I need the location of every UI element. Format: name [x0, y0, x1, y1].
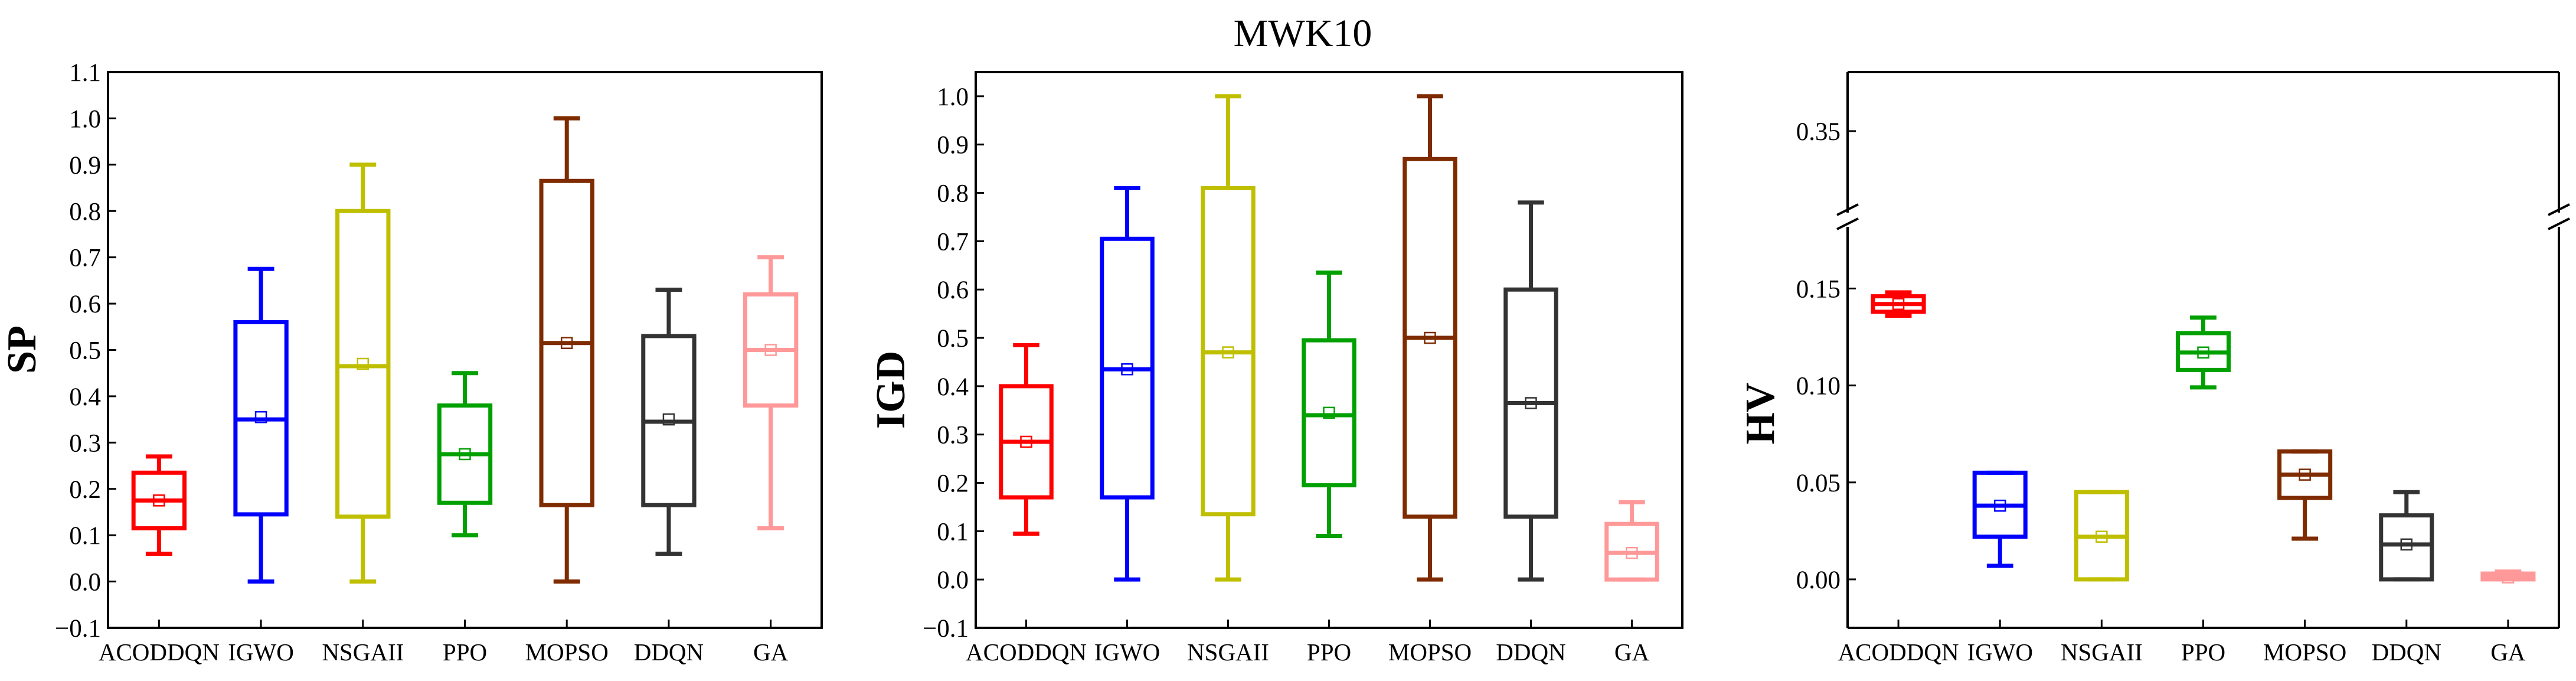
x-tick-label: MOPSO [1388, 638, 1472, 666]
y-tick-label: −0.1 [923, 615, 969, 643]
mean-marker [662, 413, 675, 426]
x-tick-label: MOPSO [2263, 638, 2346, 666]
mean-marker [560, 337, 573, 349]
mean-marker [2400, 538, 2413, 551]
x-tick-label: MOPSO [525, 638, 609, 666]
x-tick-label: NSGAII [1187, 638, 1269, 666]
y-tick-label: 1.0 [69, 105, 101, 133]
x-tick-label: NSGAII [322, 638, 404, 666]
y-tick-label: −0.1 [55, 615, 101, 643]
x-tick-label: NSGAII [2061, 638, 2143, 666]
y-tick-label: 0.00 [1796, 566, 1841, 594]
x-tick-label: IGWO [1094, 638, 1160, 666]
y-tick-label: 0.3 [69, 429, 101, 457]
y-tick-label: 0.8 [937, 180, 969, 208]
x-tick-label: ACODDQN [966, 638, 1087, 666]
y-tick-label: 0.7 [937, 228, 969, 256]
y-tick-label: 0.05 [1796, 470, 1841, 497]
box-ddqn [2379, 513, 2434, 582]
mean-marker [2197, 346, 2209, 359]
y-tick-label: 0.2 [937, 470, 969, 498]
y-tick-label: 0.5 [69, 337, 101, 365]
y-tick-label: 0.10 [1796, 373, 1841, 400]
y-tick-label: 0.4 [69, 383, 101, 411]
mean-marker [2299, 468, 2311, 481]
mean-marker [764, 344, 777, 356]
panel-igd: −0.1 0.0 0.1 0.2 0.3 0.4 0.5 0.6 0.7 0.8 0.9 1.0 IGD… [868, 71, 1683, 666]
mean-marker [357, 357, 370, 370]
y-tick-label: 0.0 [69, 569, 101, 597]
mean-marker [459, 448, 471, 461]
mean-marker [1222, 346, 1234, 359]
x-tick-label: IGWO [228, 638, 294, 666]
y-tick-label: 0.8 [69, 198, 101, 226]
y-tick-label: 0.3 [937, 422, 969, 449]
mean-marker [153, 494, 165, 507]
x-tick-label: GA [2490, 638, 2526, 666]
mean-marker [1424, 331, 1436, 344]
y-tick-label: 0.1 [69, 522, 101, 550]
y-tick-label: 1.1 [69, 59, 101, 87]
axis-break-mark [2548, 217, 2570, 230]
mean-marker [1020, 435, 1032, 448]
x-tick-label: PPO [443, 638, 487, 666]
x-tick-label: DDQN [2372, 638, 2441, 666]
x-tick-label: ACODDQN [99, 638, 220, 666]
y-axis-label: IGD [868, 351, 914, 429]
mean-marker [2502, 571, 2515, 584]
y-tick-label: 0.5 [937, 325, 969, 353]
y-tick-label: 0.4 [937, 373, 969, 401]
y-axis-label: SP [0, 325, 45, 374]
mean-marker [2096, 530, 2108, 543]
axis-break-mark [2548, 203, 2570, 216]
y-tick-label: 0.35 [1796, 118, 1841, 146]
mean-marker [1993, 499, 2006, 512]
x-tick-label: PPO [2181, 638, 2225, 666]
y-tick-label: 0.1 [937, 518, 969, 546]
mean-marker [1121, 363, 1133, 376]
box-nsgaii [335, 208, 391, 519]
mean-marker [1323, 406, 1335, 419]
y-tick-label: 0.9 [69, 152, 101, 180]
y-tick-label: 1.0 [937, 83, 969, 111]
mean-marker [254, 410, 267, 423]
y-tick-label: 0.15 [1796, 275, 1841, 303]
y-tick-label: 0.9 [937, 132, 969, 159]
figure-title: MWK10 [1234, 12, 1372, 55]
x-tick-label: GA [1614, 638, 1650, 666]
x-tick-label: ACODDQN [1838, 638, 1959, 666]
x-tick-label: DDQN [1496, 638, 1565, 666]
axes-frame [107, 71, 823, 629]
mean-marker [1892, 298, 1905, 311]
axis-break-mark [1836, 203, 1859, 216]
axis-break-mark [1836, 217, 1859, 230]
box-ppo [1302, 338, 1356, 488]
mean-marker [1525, 397, 1537, 409]
panel-sp: −0.1 0.0 0.1 0.2 0.3 0.4 0.5 0.6 0.7 0.8 0.9 1.0 1.1… [0, 59, 823, 666]
x-tick-label: GA [753, 638, 789, 666]
axes-frame [975, 71, 1683, 629]
mean-marker [1626, 546, 1638, 559]
x-tick-label: DDQN [634, 638, 704, 666]
panel-hv: 0.00 0.05 0.10 0.15 0.35 HV ACODDQN IGWO NSGAII P… [1738, 71, 2570, 666]
y-tick-label: 0.0 [937, 566, 969, 594]
y-tick-label: 0.7 [69, 245, 101, 272]
y-axis-label: HV [1738, 383, 1783, 445]
y-tick-label: 0.2 [69, 476, 101, 504]
y-tick-label: 0.6 [937, 276, 969, 304]
y-tick-label: 0.6 [69, 291, 101, 318]
x-tick-label: PPO [1307, 638, 1351, 666]
x-tick-label: IGWO [1967, 638, 2033, 666]
